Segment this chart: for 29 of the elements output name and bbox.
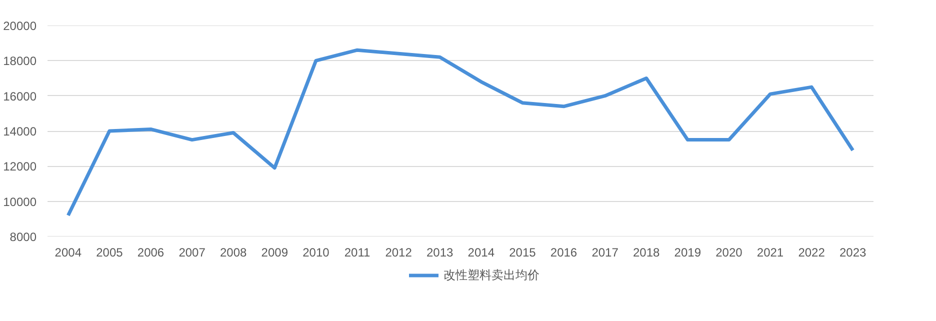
x-tick-label: 2017 [592,246,619,260]
x-tick-label: 2016 [550,246,578,260]
x-tick-label: 2005 [96,246,124,260]
y-tick-label: 18000 [3,54,37,68]
x-tick-label: 2013 [426,246,454,260]
y-tick-label: 16000 [3,89,37,104]
y-tick-label: 12000 [3,160,37,174]
x-tick-label: 2012 [385,246,412,260]
x-tick-label: 2008 [220,246,248,260]
y-tick-label: 10000 [3,194,37,209]
x-tick-label: 2004 [54,246,82,260]
x-tick-label: 2023 [840,246,867,260]
x-tick-label: 2021 [756,246,784,260]
x-tick-label: 2007 [178,246,206,260]
y-tick-label: 8000 [10,230,37,244]
x-tick-label: 2014 [468,246,495,260]
x-tick-label: 2006 [137,246,164,260]
y-tick-label: 14000 [3,124,37,138]
x-tick-label: 2019 [674,246,702,260]
x-tick-label: 2011 [344,246,370,260]
line-series [66,48,855,218]
legend-label: 改性塑料卖出均价 [444,266,540,284]
y-tick-label: 20000 [3,19,37,33]
x-tick-label: 2010 [302,246,330,260]
x-tick-label: 2018 [633,246,660,260]
x-tick-label: 2009 [261,246,288,260]
x-tick-label: 2022 [798,246,826,260]
x-tick-label: 2015 [509,246,536,260]
x-tick-label: 2020 [716,246,743,260]
